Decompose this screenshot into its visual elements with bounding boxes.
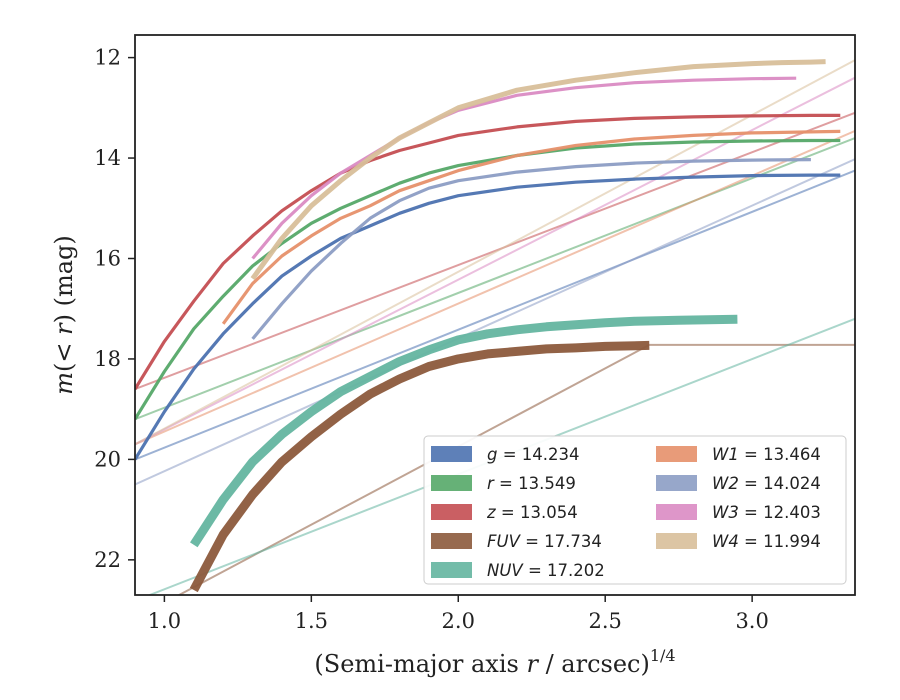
legend-item-w4: W4 = 11.994 [656, 532, 821, 551]
legend-item-fuv: FUV = 17.734 [431, 532, 602, 551]
legend-swatch-nuv [431, 562, 472, 578]
legend-label-w1: W1 = 13.464 [712, 445, 821, 464]
series-g-line [135, 173, 841, 461]
legend-swatch-r [431, 475, 472, 491]
series-w4-line [250, 59, 826, 281]
x-axis-title: (Semi-major axis r / arcsec)1/4 [314, 646, 675, 678]
series-w3-extrapolated-line [135, 76, 855, 446]
series-fuv-line [189, 340, 650, 593]
x-tick-label: 1.0 [148, 609, 181, 633]
x-tick-label: 3.0 [735, 609, 768, 633]
legend-swatch-z [431, 504, 472, 520]
series-r-extrapolated-line [135, 137, 855, 421]
legend-swatch-w1 [656, 446, 697, 462]
x-axis-title-var: r [526, 650, 539, 678]
y-axis-title-close: ) [50, 314, 78, 323]
legend-label-z: z = 13.054 [486, 503, 578, 522]
x-axis-ticks: 1.0 1.5 2.0 2.5 3.0 [148, 595, 769, 633]
series-nuv-line [190, 314, 738, 548]
y-axis-title-unit: (mag) [50, 235, 78, 314]
series-w2-line [251, 158, 811, 340]
y-tick-label: 22 [94, 548, 121, 572]
x-axis-title-unit: / arcsec) [538, 650, 650, 678]
y-axis-ticks: 12 14 16 18 20 22 [94, 46, 135, 572]
measured-curves [135, 59, 841, 593]
x-tick-label: 1.5 [295, 609, 328, 633]
legend-label-g: g = 14.234 [487, 445, 580, 464]
y-axis-title-m: m [50, 372, 78, 395]
y-axis-title-inner: (< [50, 335, 78, 372]
x-tick-label: 2.0 [442, 609, 475, 633]
series-g-extrapolated-line [135, 169, 855, 461]
legend-label-w2: W2 = 14.024 [712, 474, 821, 493]
legend-label-r: r = 13.549 [487, 474, 576, 493]
legend-item-r: r = 13.549 [431, 474, 576, 493]
plot-frame [134, 34, 856, 596]
x-axis-title-exponent: 1/4 [650, 646, 676, 665]
legend: g = 14.234 r = 13.549 z = 13.054 FUV = 17.7… [423, 435, 847, 585]
legend-frame [423, 435, 847, 585]
legend-item-w3: W3 = 12.403 [656, 503, 821, 522]
legend-swatch-w2 [656, 475, 697, 491]
legend-item-w1: W1 = 13.464 [656, 445, 821, 464]
series-z-line [135, 113, 841, 390]
y-axis-title: m(< r) (mag) [50, 235, 78, 395]
legend-swatch-fuv [431, 533, 472, 549]
series-w4-extrapolated-line [135, 59, 855, 446]
series-w1-extrapolated-line [135, 129, 855, 446]
y-axis-title-var: r [50, 322, 78, 335]
legend-item-nuv: NUV = 17.202 [431, 561, 605, 580]
x-axis-title-main: (Semi-major axis [314, 650, 526, 678]
series-w1-line [221, 129, 841, 325]
legend-item-z: z = 13.054 [431, 503, 578, 522]
y-tick-label: 18 [94, 347, 121, 371]
legend-label-w3: W3 = 12.403 [712, 503, 821, 522]
legend-swatch-g [431, 446, 472, 462]
series-r-line [135, 138, 841, 421]
legend-item-g: g = 14.234 [431, 445, 580, 464]
legend-swatch-w4 [656, 533, 697, 549]
y-tick-label: 12 [94, 46, 121, 70]
legend-label-fuv: FUV = 17.734 [487, 532, 602, 551]
x-tick-label: 2.5 [589, 609, 622, 633]
legend-label-nuv: NUV = 17.202 [487, 561, 605, 580]
y-tick-label: 16 [94, 246, 121, 270]
legend-label-w4: W4 = 11.994 [712, 532, 821, 551]
series-w2-extrapolated-line [135, 158, 855, 486]
y-tick-label: 20 [94, 447, 121, 471]
legend-item-w2: W2 = 14.024 [656, 474, 821, 493]
y-tick-label: 14 [94, 146, 121, 170]
extrapolated-curves [135, 59, 855, 595]
legend-swatch-w3 [656, 504, 697, 520]
